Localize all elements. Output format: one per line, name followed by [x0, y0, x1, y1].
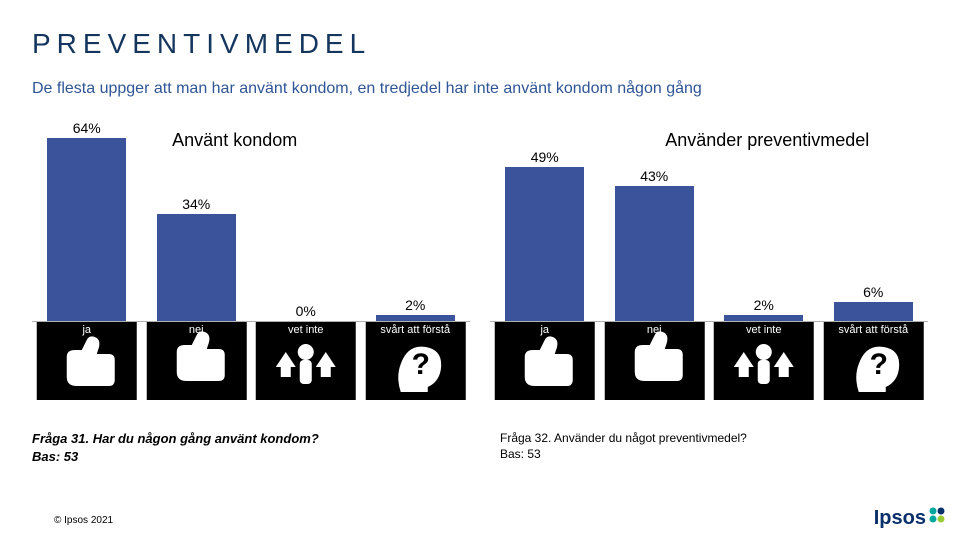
bar-label: 34%	[182, 196, 210, 212]
cat-col: nej	[600, 322, 710, 400]
bar	[615, 186, 694, 321]
chart-row: Använt kondom 64% 34% 0% 2%	[32, 120, 928, 400]
page-title: PREVENTIVMEDEL	[32, 28, 371, 60]
ipsos-logo-text: Ipsos	[874, 506, 946, 530]
bar	[834, 302, 913, 321]
cat-col: vet inte	[709, 322, 819, 400]
chart-right-plot: Använder preventivmedel 49% 43% 2%	[490, 120, 928, 400]
bar	[47, 138, 126, 321]
cat-label: vet inte	[251, 324, 361, 336]
chart-left-plot: Använt kondom 64% 34% 0% 2%	[32, 120, 470, 400]
bar	[157, 214, 236, 321]
bar-label: 2%	[754, 297, 774, 313]
question-left-line1: Fråga 31. Har du någon gång använt kondo…	[32, 431, 319, 446]
cat-label: nej	[600, 324, 710, 336]
ipsos-logo-word: Ipsos	[874, 507, 926, 530]
ipsos-logo: Ipsos	[874, 506, 946, 530]
cat-col: ? svårt att förstå	[819, 322, 929, 400]
bar-col: 64%	[32, 120, 142, 321]
bar	[505, 167, 584, 321]
chart-right: Använder preventivmedel 49% 43% 2%	[490, 120, 928, 400]
cat-label: svårt att förstå	[361, 324, 471, 336]
cat-vetinte-icon: vet inte	[709, 322, 819, 400]
copyright-text: © Ipsos 2021	[54, 515, 113, 526]
cat-ja-icon: ja	[490, 322, 600, 400]
chart-left: Använt kondom 64% 34% 0% 2%	[32, 120, 470, 400]
bar-label: 43%	[640, 168, 668, 184]
svg-text:?: ?	[411, 348, 429, 381]
question-right-line2: Bas: 53	[500, 447, 541, 461]
cat-vetinte-icon: vet inte	[251, 322, 361, 400]
cat-label: vet inte	[709, 324, 819, 336]
cat-nej-icon: nej	[142, 322, 252, 400]
cat-svart-icon: ? svårt att förstå	[819, 322, 929, 400]
cat-col: nej	[142, 322, 252, 400]
cat-nej-icon: nej	[600, 322, 710, 400]
page-subtitle: De flesta uppger att man har använt kond…	[32, 80, 702, 98]
bar-col: 43%	[600, 120, 710, 321]
cat-label: svårt att förstå	[819, 324, 929, 336]
cat-col: ? svårt att förstå	[361, 322, 471, 400]
cat-ja-icon: ja	[32, 322, 142, 400]
bar-col: 49%	[490, 120, 600, 321]
bar-col: 2%	[709, 120, 819, 321]
question-right-line1: Fråga 32. Använder du något preventivmed…	[500, 431, 747, 445]
cat-label: ja	[490, 324, 600, 336]
bar-label: 2%	[405, 297, 425, 313]
bar-col: 2%	[361, 120, 471, 321]
bar-col: 34%	[142, 120, 252, 321]
bar-label: 49%	[531, 149, 559, 165]
bar-label: 0%	[296, 303, 316, 319]
cat-svart-icon: ? svårt att förstå	[361, 322, 471, 400]
cat-col: ja	[32, 322, 142, 400]
question-left: Fråga 31. Har du någon gång använt kondo…	[32, 430, 319, 465]
cat-col: vet inte	[251, 322, 361, 400]
svg-text:?: ?	[869, 348, 887, 381]
slide: PREVENTIVMEDEL De flesta uppger att man …	[0, 0, 960, 540]
ipsos-logo-dots-icon	[928, 506, 946, 530]
cat-col: ja	[490, 322, 600, 400]
question-left-line2: Bas: 53	[32, 449, 78, 464]
chart-left-bars: 64% 34% 0% 2%	[32, 120, 470, 321]
cat-label: ja	[32, 324, 142, 336]
bar-label: 6%	[863, 284, 883, 300]
cat-label: nej	[142, 324, 252, 336]
chart-right-categories: ja nej vet inte	[490, 322, 928, 400]
chart-right-bars: 49% 43% 2% 6%	[490, 120, 928, 321]
bar-col: 0%	[251, 120, 361, 321]
chart-left-categories: ja nej vet inte	[32, 322, 470, 400]
question-right: Fråga 32. Använder du något preventivmed…	[500, 430, 747, 462]
bar-col: 6%	[819, 120, 929, 321]
bar-label: 64%	[73, 120, 101, 136]
